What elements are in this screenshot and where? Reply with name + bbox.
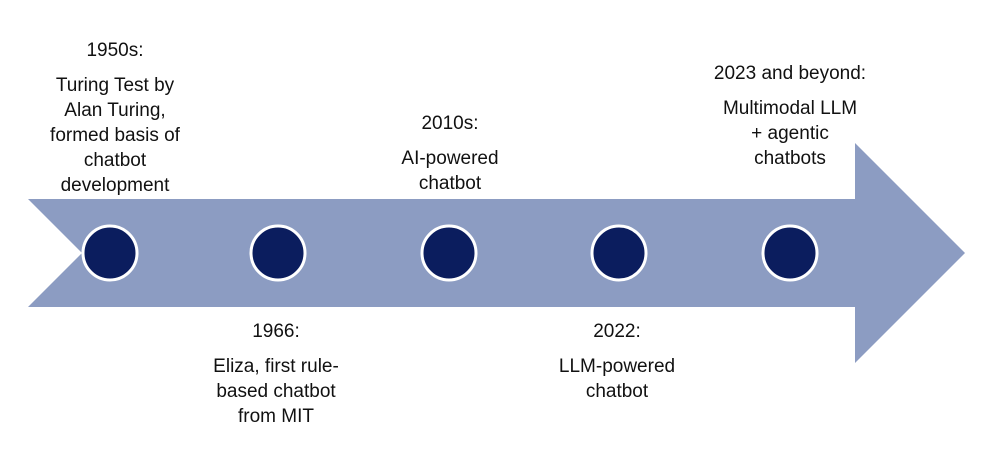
- event-date: 1966:: [252, 321, 300, 342]
- event-date: 1950s:: [86, 40, 144, 61]
- event-description: AI-powered chatbot: [401, 148, 499, 194]
- event-label-1966: 1966: Eliza, first rule-based chatbot fr…: [196, 319, 356, 429]
- timeline-nodes: [81, 224, 819, 282]
- event-description: LLM-powered chatbot: [558, 356, 676, 402]
- event-date: 2023 and beyond:: [713, 63, 867, 84]
- event-label-2010s: 2010s: AI-powered chatbot: [370, 111, 530, 196]
- timeline-node: [249, 224, 307, 282]
- event-date: 2010s:: [421, 113, 479, 134]
- event-description: Multimodal LLM + agentic chatbots: [722, 98, 858, 169]
- timeline-node: [590, 224, 648, 282]
- event-label-2023: 2023 and beyond: Multimodal LLM + agenti…: [710, 61, 870, 171]
- timeline-node: [761, 224, 819, 282]
- timeline-node: [81, 224, 139, 282]
- event-description: Eliza, first rule-based chatbot from MIT: [213, 356, 339, 427]
- event-label-1950s: 1950s: Turing Test by Alan Turing, forme…: [30, 38, 200, 198]
- timeline-arrow: [28, 143, 965, 363]
- event-description: Turing Test by Alan Turing, formed basis…: [50, 75, 180, 196]
- event-date: 2022:: [593, 321, 641, 342]
- event-label-2022: 2022: LLM-powered chatbot: [537, 319, 697, 404]
- timeline-node: [420, 224, 478, 282]
